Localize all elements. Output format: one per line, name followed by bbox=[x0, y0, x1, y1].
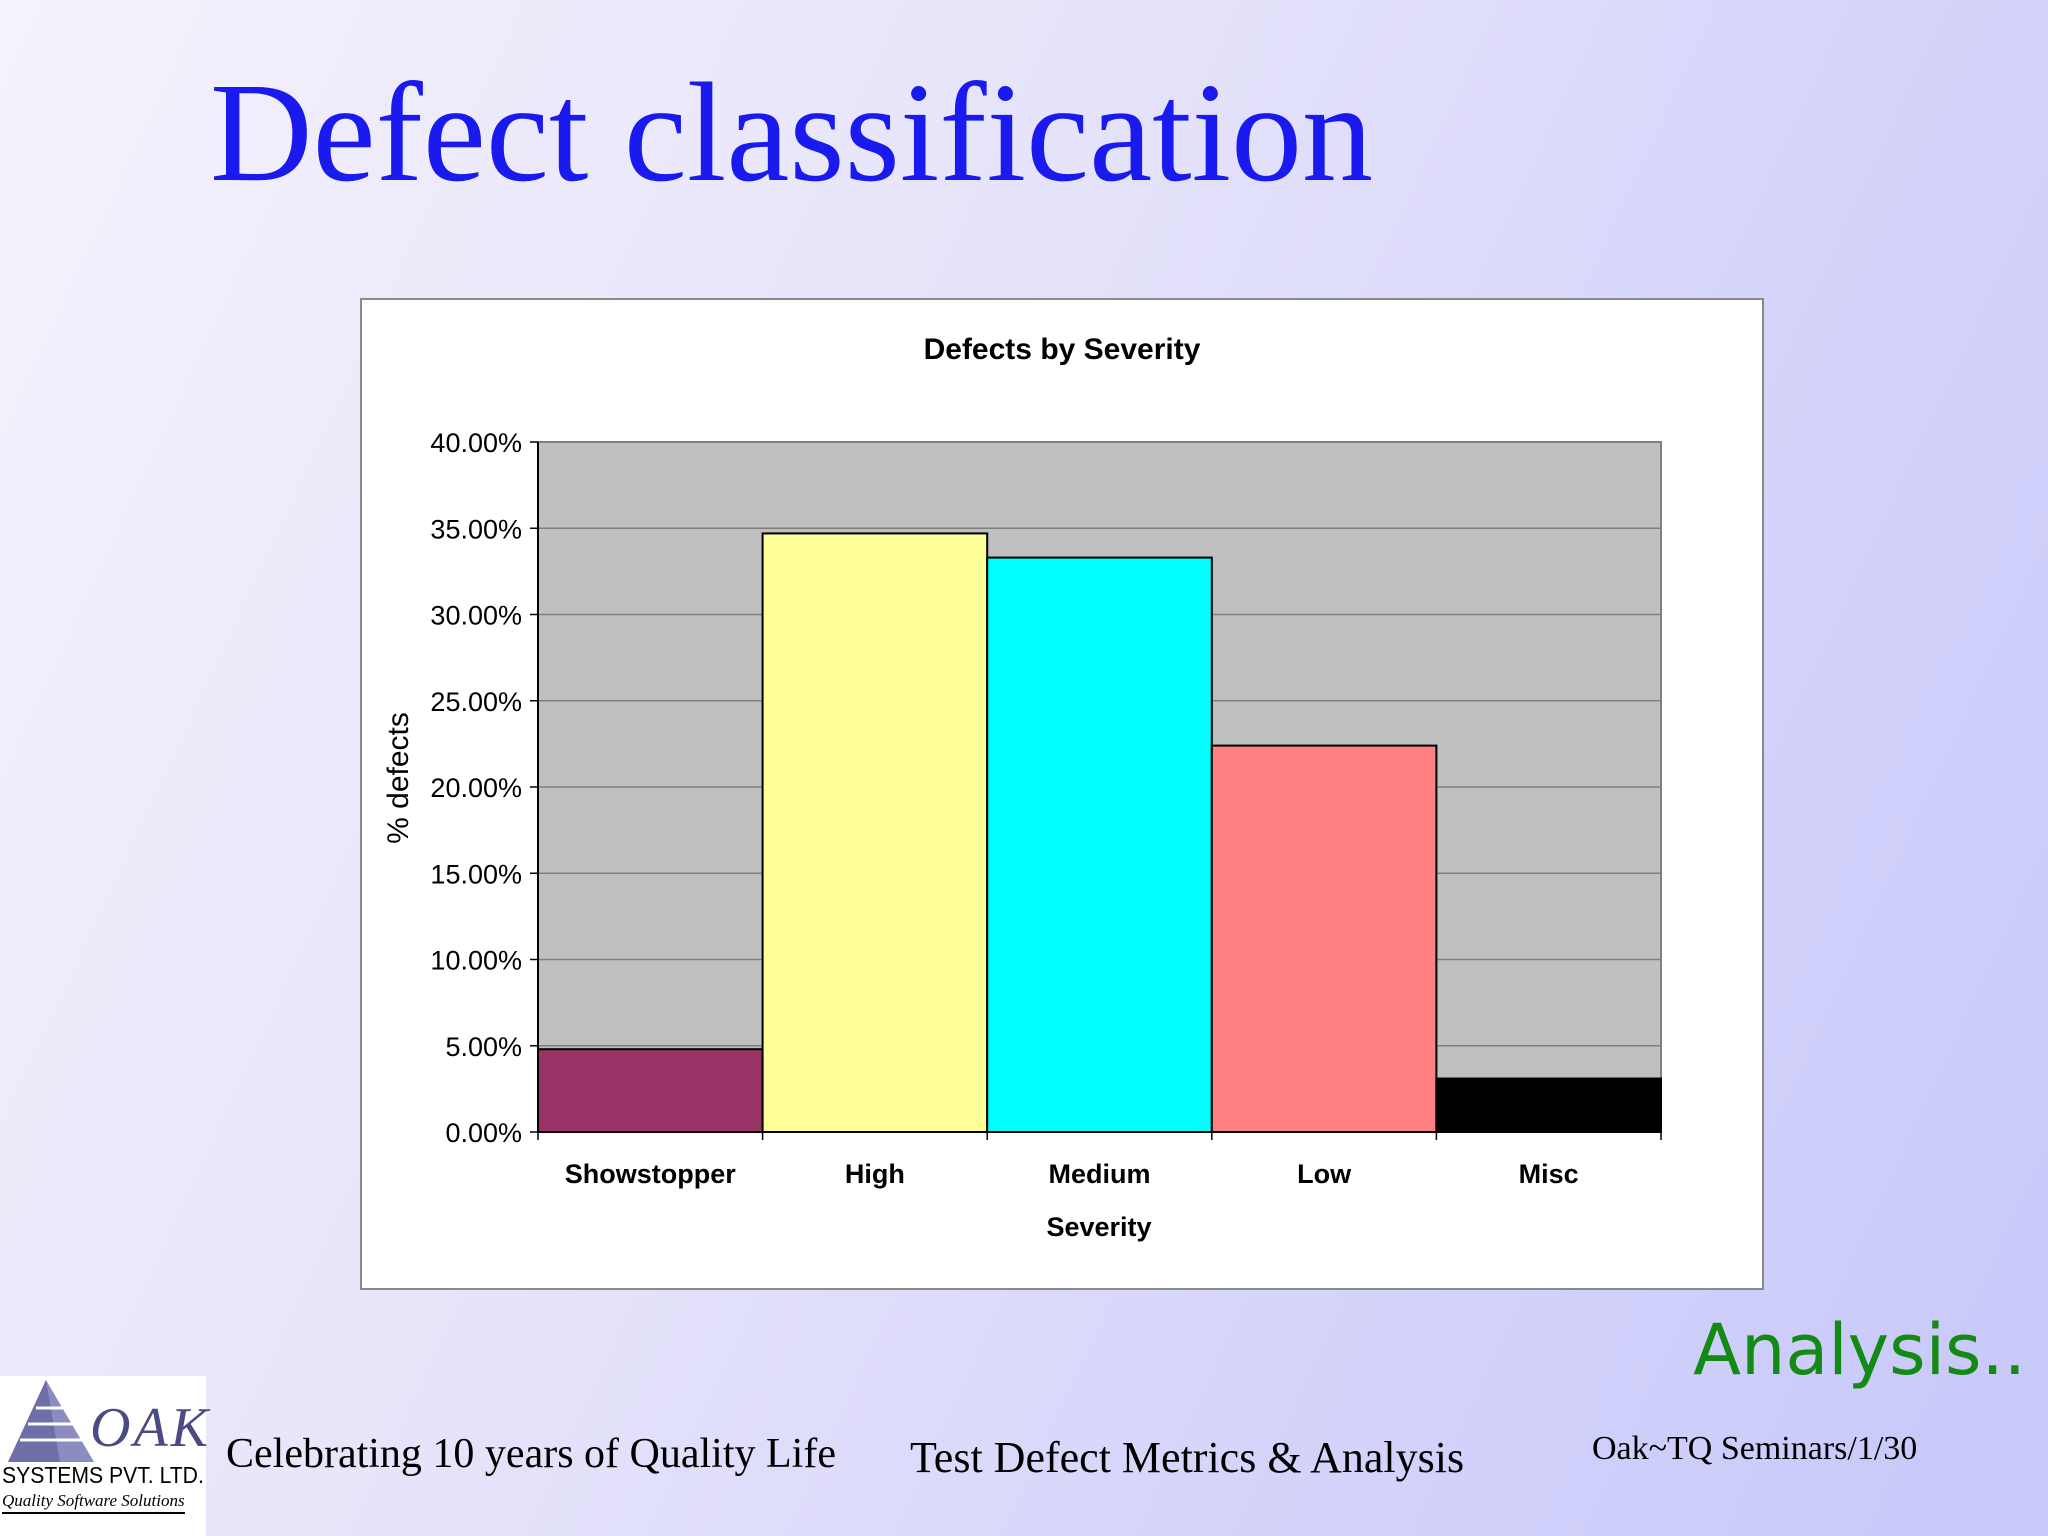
y-tick-label: 30.00% bbox=[430, 601, 522, 631]
y-tick-label: 20.00% bbox=[430, 773, 522, 803]
slide-title: Defect classification bbox=[210, 53, 1374, 211]
chart-title: Defects by Severity bbox=[924, 333, 1201, 366]
bar-high bbox=[761, 532, 989, 1134]
y-axis: 0.00% 5.00% 10.00% 15.00% 20.00% 25.00% 30.00%… bbox=[430, 428, 539, 1148]
y-tick-label: 5.00% bbox=[445, 1032, 522, 1062]
x-tick-label: Medium bbox=[1048, 1159, 1150, 1189]
logo-tagline: Quality Software Solutions bbox=[2, 1491, 185, 1514]
bars bbox=[537, 532, 1663, 1134]
y-tick-label: 40.00% bbox=[430, 428, 522, 458]
bar-chart: 0.00% 5.00% 10.00% 15.00% 20.00% 25.00% 30.00%… bbox=[382, 333, 1663, 1242]
bar-medium bbox=[986, 556, 1213, 1133]
logo-name: OAK bbox=[90, 1397, 211, 1459]
y-tick-label: 15.00% bbox=[430, 859, 522, 889]
y-tick-label: 25.00% bbox=[430, 687, 522, 717]
x-axis: Showstopper High Medium Low Misc bbox=[537, 1131, 1662, 1189]
company-logo: OAK SYSTEMS PVT. LTD. Quality Software S… bbox=[0, 1376, 208, 1536]
analysis-label: Analysis.. bbox=[1693, 1309, 2026, 1391]
y-tick-label: 0.00% bbox=[445, 1118, 522, 1148]
y-axis-title: % defects bbox=[382, 712, 415, 844]
chart-frame: 0.00% 5.00% 10.00% 15.00% 20.00% 25.00% 30.00%… bbox=[360, 298, 1764, 1290]
x-tick-label: Misc bbox=[1519, 1159, 1579, 1189]
y-tick-label: 35.00% bbox=[430, 514, 522, 544]
x-tick-label: Showstopper bbox=[565, 1159, 736, 1189]
footer-right-text: Oak~TQ Seminars/1/30 bbox=[1592, 1430, 1918, 1467]
x-tick-label: Low bbox=[1297, 1159, 1352, 1189]
logo-company: SYSTEMS PVT. LTD. bbox=[2, 1462, 204, 1488]
x-axis-title: Severity bbox=[1046, 1212, 1151, 1242]
x-tick-label: High bbox=[845, 1159, 905, 1189]
bar-low bbox=[1210, 744, 1438, 1133]
y-tick-label: 10.00% bbox=[430, 946, 522, 976]
bar-misc bbox=[1435, 1077, 1663, 1134]
bar-showstopper bbox=[537, 1048, 764, 1134]
pyramid-logo-icon bbox=[8, 1380, 94, 1462]
footer-left-text: Celebrating 10 years of Quality Life bbox=[226, 1431, 836, 1477]
footer-center-text: Test Defect Metrics & Analysis bbox=[910, 1433, 1465, 1482]
